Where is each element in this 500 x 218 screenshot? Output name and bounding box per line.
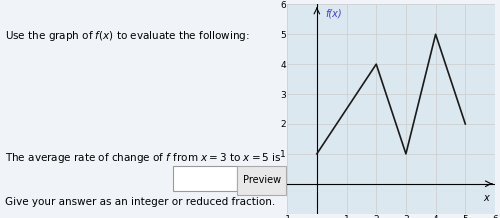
Text: Give your answer as an integer or reduced fraction.: Give your answer as an integer or reduce…: [5, 197, 275, 207]
Text: Preview: Preview: [242, 175, 281, 185]
Text: Use the graph of $f(x)$ to evaluate the following:: Use the graph of $f(x)$ to evaluate the …: [5, 29, 250, 43]
Text: f(x): f(x): [326, 9, 342, 19]
FancyBboxPatch shape: [172, 165, 238, 191]
FancyBboxPatch shape: [238, 165, 286, 195]
Text: The average rate of change of $f$ from $x = 3$ to $x = 5$ is: The average rate of change of $f$ from $…: [5, 151, 281, 165]
Text: x: x: [484, 193, 489, 203]
